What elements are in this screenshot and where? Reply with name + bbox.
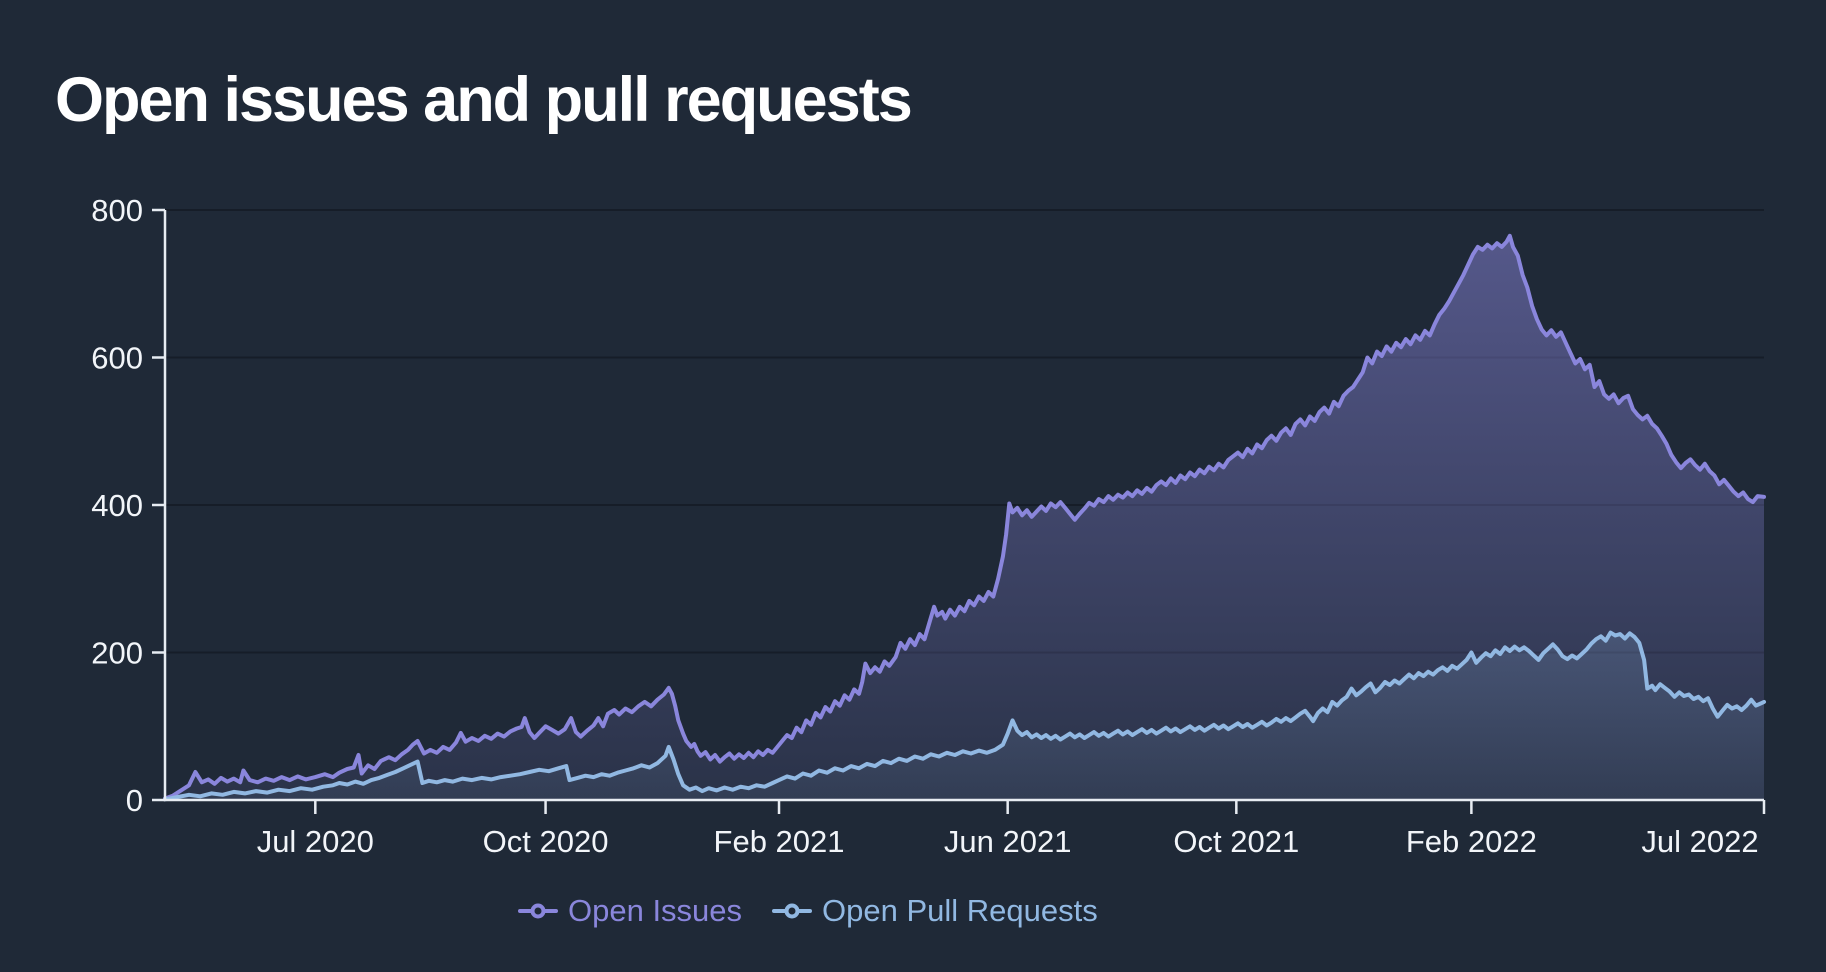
y-tick-label: 600 bbox=[91, 341, 143, 376]
area-fill-open-issues bbox=[165, 235, 1764, 801]
y-tick-label: 0 bbox=[126, 783, 143, 818]
series-line-open-pull-requests[interactable] bbox=[163, 630, 1766, 802]
x-tick-label: Feb 2021 bbox=[714, 824, 845, 859]
y-tick-label: 800 bbox=[91, 193, 143, 228]
legend-item-open-pull-requests[interactable]: Open Pull Requests bbox=[772, 893, 1098, 929]
x-tick-label: Feb 2022 bbox=[1406, 824, 1537, 859]
legend-item-open-issues[interactable]: Open Issues bbox=[518, 893, 742, 929]
legend-label: Open Pull Requests bbox=[822, 893, 1098, 928]
x-tick-label: Oct 2021 bbox=[1173, 824, 1299, 859]
page-title: Open issues and pull requests bbox=[55, 65, 913, 136]
x-tick-label: Jul 2020 bbox=[257, 824, 374, 859]
chart-legend: Open Issues Open Pull Requests bbox=[518, 893, 1098, 929]
line-marker-icon bbox=[518, 903, 558, 919]
y-tick-label: 400 bbox=[91, 488, 143, 523]
x-tick-label: Oct 2020 bbox=[483, 824, 609, 859]
area-fill-open-pull-requests bbox=[165, 632, 1764, 800]
x-tick-label: Jun 2021 bbox=[944, 824, 1072, 859]
legend-label: Open Issues bbox=[568, 893, 743, 928]
line-marker-icon bbox=[772, 903, 813, 919]
x-tick-label: Jul 2022 bbox=[1641, 824, 1758, 859]
y-tick-label: 200 bbox=[91, 636, 143, 671]
series-line-open-issues[interactable] bbox=[163, 233, 1766, 801]
